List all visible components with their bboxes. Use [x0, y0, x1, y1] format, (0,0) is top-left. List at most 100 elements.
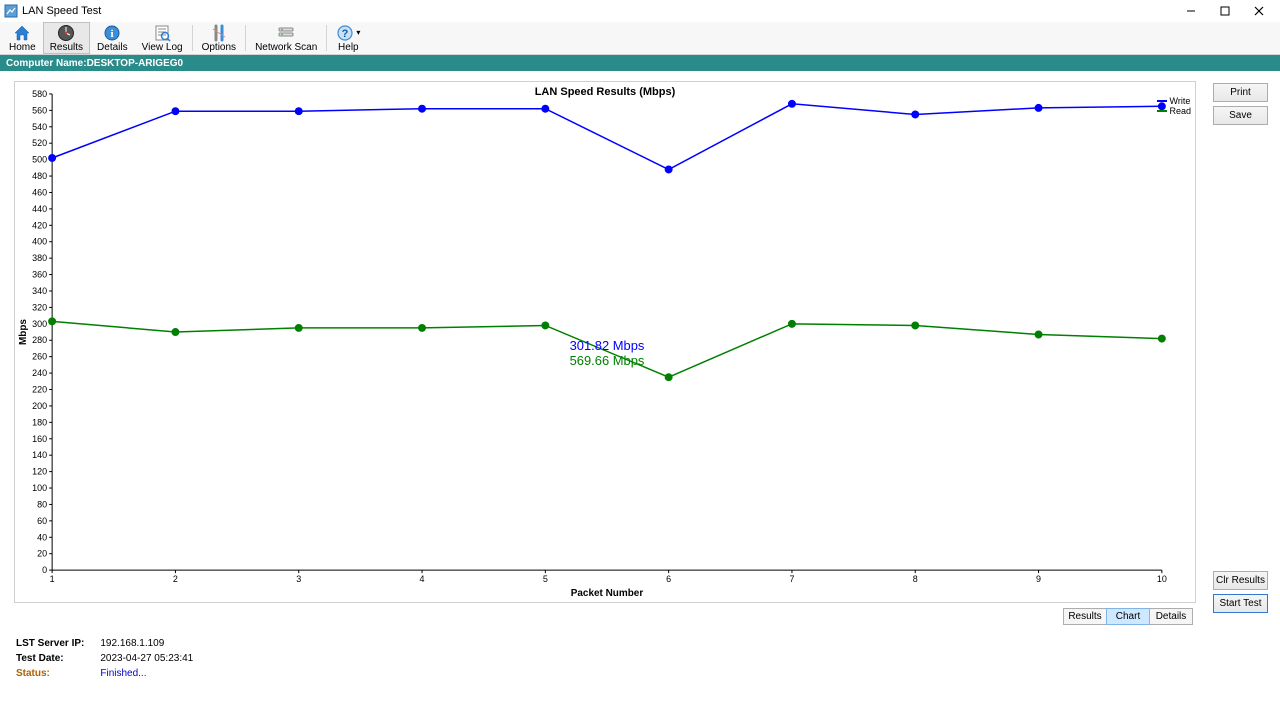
svg-text:4: 4 — [420, 574, 425, 584]
minimize-button[interactable] — [1174, 0, 1208, 22]
legend-label: Write — [1169, 96, 1190, 106]
svg-text:500: 500 — [32, 155, 47, 165]
status-label: Test Date: — [16, 652, 98, 665]
status-label: Status: — [16, 667, 98, 680]
legend-line-icon — [1157, 110, 1167, 112]
dropdown-icon: ▾ — [356, 28, 360, 37]
svg-text:301.82 Mbps: 301.82 Mbps — [570, 338, 645, 353]
tab-results[interactable]: Results — [1063, 608, 1107, 625]
svg-text:420: 420 — [32, 220, 47, 230]
svg-text:3: 3 — [296, 574, 301, 584]
svg-text:400: 400 — [32, 237, 47, 247]
svg-text:Mbps: Mbps — [18, 319, 29, 345]
svg-text:569.66 Mbps: 569.66 Mbps — [570, 353, 645, 368]
svg-text:140: 140 — [32, 450, 47, 460]
computer-name-prefix: Computer Name: — [6, 58, 87, 69]
svg-text:7: 7 — [789, 574, 794, 584]
tab-details[interactable]: Details — [1149, 608, 1193, 625]
chart-panel: LAN Speed Results (Mbps) 020406080100120… — [14, 81, 1196, 603]
maximize-button[interactable] — [1208, 0, 1242, 22]
chart-legend: WriteRead — [1157, 96, 1191, 116]
main-area: LAN Speed Results (Mbps) 020406080100120… — [0, 71, 1280, 720]
svg-text:1: 1 — [50, 574, 55, 584]
svg-text:540: 540 — [32, 122, 47, 132]
svg-text:560: 560 — [32, 105, 47, 115]
svg-text:100: 100 — [32, 483, 47, 493]
legend-item: Read — [1157, 106, 1191, 116]
network-scan-icon — [277, 24, 295, 42]
svg-text:260: 260 — [32, 352, 47, 362]
svg-text:Packet Number: Packet Number — [571, 588, 644, 599]
results-icon — [57, 24, 75, 42]
svg-text:460: 460 — [32, 187, 47, 197]
toolbar-label: Network Scan — [255, 42, 317, 53]
svg-text:40: 40 — [37, 532, 47, 542]
toolbar-help[interactable]: ? ▾ Help — [329, 22, 367, 54]
toolbar-label: Options — [202, 42, 236, 53]
svg-text:20: 20 — [37, 549, 47, 559]
toolbar-label: Help — [338, 42, 359, 53]
svg-text:180: 180 — [32, 417, 47, 427]
status-label: LST Server IP: — [16, 637, 98, 650]
svg-text:360: 360 — [32, 270, 47, 280]
title-bar: LAN Speed Test — [0, 0, 1280, 22]
computer-name-bar: Computer Name: DESKTOP-ARIGEG0 — [0, 55, 1280, 71]
start-test-button[interactable]: Start Test — [1213, 594, 1268, 613]
toolbar-options[interactable]: Options — [195, 22, 243, 54]
svg-text:80: 80 — [37, 499, 47, 509]
svg-text:60: 60 — [37, 516, 47, 526]
options-icon — [210, 24, 228, 42]
svg-text:8: 8 — [913, 574, 918, 584]
status-value: Finished... — [100, 667, 193, 680]
toolbar-label: Details — [97, 42, 128, 53]
svg-text:380: 380 — [32, 253, 47, 263]
toolbar-view-log[interactable]: View Log — [135, 22, 190, 54]
svg-text:580: 580 — [32, 89, 47, 99]
clear-results-button[interactable]: Clr Results — [1213, 571, 1268, 590]
home-icon — [13, 24, 31, 42]
toolbar-label: View Log — [142, 42, 183, 53]
svg-text:0: 0 — [42, 565, 47, 575]
status-value: 192.168.1.109 — [100, 637, 193, 650]
status-row: LST Server IP:192.168.1.109 — [16, 637, 193, 650]
status-row: Status:Finished... — [16, 667, 193, 680]
toolbar-results[interactable]: Results — [43, 22, 90, 54]
toolbar-label: Results — [50, 42, 83, 53]
status-row: Test Date:2023-04-27 05:23:41 — [16, 652, 193, 665]
svg-text:340: 340 — [32, 286, 47, 296]
svg-text:10: 10 — [1157, 574, 1167, 584]
svg-text:2: 2 — [173, 574, 178, 584]
svg-text:160: 160 — [32, 434, 47, 444]
svg-text:300: 300 — [32, 319, 47, 329]
svg-text:6: 6 — [666, 574, 671, 584]
app-icon — [4, 4, 18, 18]
save-button[interactable]: Save — [1213, 106, 1268, 125]
toolbar-home[interactable]: Home — [2, 22, 43, 54]
print-button[interactable]: Print — [1213, 83, 1268, 102]
status-value: 2023-04-27 05:23:41 — [100, 652, 193, 665]
help-icon: ? — [336, 24, 354, 42]
svg-text:220: 220 — [32, 384, 47, 394]
svg-text:i: i — [111, 28, 114, 40]
legend-label: Read — [1169, 106, 1191, 116]
svg-text:240: 240 — [32, 368, 47, 378]
toolbar: Home Results i Details View Log Options Networ… — [0, 22, 1280, 55]
toolbar-details[interactable]: i Details — [90, 22, 135, 54]
toolbar-network-scan[interactable]: Network Scan — [248, 22, 324, 54]
computer-name-value: DESKTOP-ARIGEG0 — [87, 58, 184, 69]
view-log-icon — [153, 24, 171, 42]
legend-line-icon — [1157, 100, 1167, 102]
svg-text:520: 520 — [32, 138, 47, 148]
view-tabs: ResultsChartDetails — [1064, 608, 1193, 625]
legend-item: Write — [1157, 96, 1191, 106]
svg-text:280: 280 — [32, 335, 47, 345]
tab-chart[interactable]: Chart — [1106, 608, 1150, 625]
svg-text:440: 440 — [32, 204, 47, 214]
toolbar-label: Home — [9, 42, 36, 53]
app-title: LAN Speed Test — [22, 5, 101, 17]
chart-svg: 0204060801001201401601802002202402602803… — [15, 82, 1195, 602]
details-icon: i — [103, 24, 121, 42]
close-button[interactable] — [1242, 0, 1276, 22]
svg-text:5: 5 — [543, 574, 548, 584]
svg-text:?: ? — [342, 28, 349, 40]
